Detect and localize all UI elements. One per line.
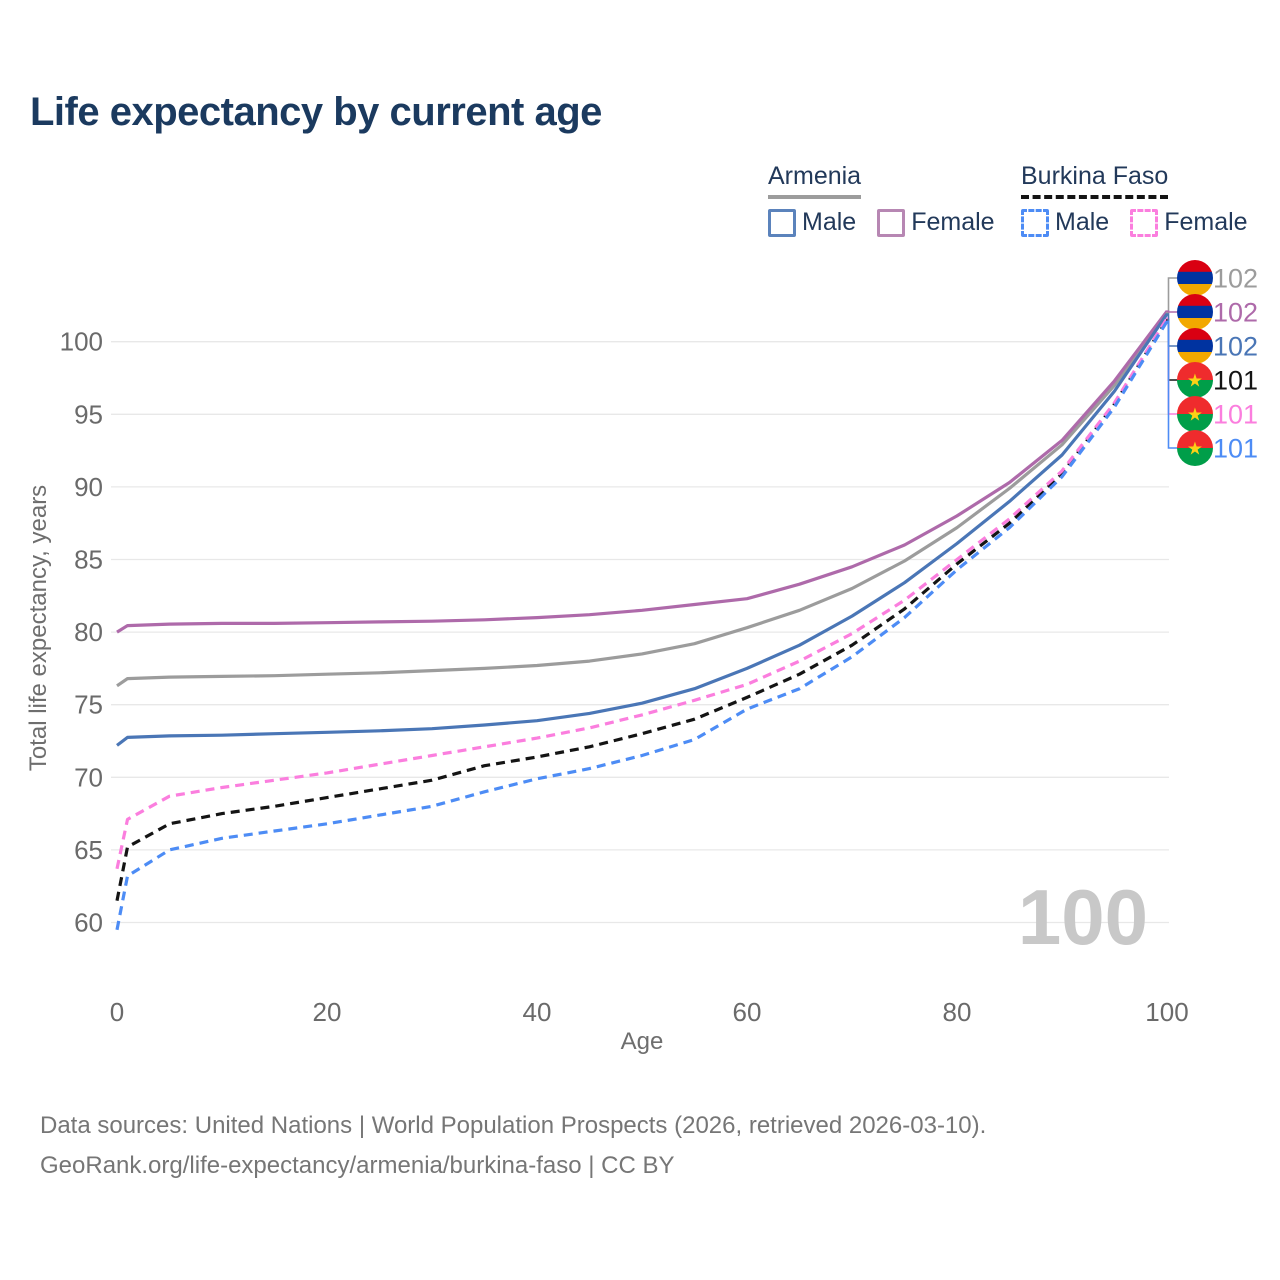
series-line-burkina-faso-total: [115, 319, 1169, 902]
y-tick-80: 80: [74, 617, 103, 647]
legend-item-armenia-female[interactable]: Female: [877, 208, 995, 237]
series-line-armenia-male: [116, 313, 1169, 747]
flag-armenia-icon: [1177, 328, 1213, 364]
footer: Data sources: United Nations | World Pop…: [40, 1106, 986, 1186]
series-line-burkina-faso-female: [115, 317, 1169, 870]
legend-group-armenia: Armenia Male Female: [768, 162, 1016, 237]
y-tick-100: 100: [60, 327, 103, 357]
end-label-armenia-female: 102: [1213, 298, 1258, 328]
flag-armenia-icon: [1177, 294, 1213, 330]
star-icon: ★: [1187, 405, 1203, 425]
end-label-armenia-male: 102: [1213, 332, 1258, 362]
x-tick-60: 60: [733, 997, 762, 1027]
y-tick-85: 85: [74, 545, 103, 575]
attribution-line: GeoRank.org/life-expectancy/armenia/burk…: [40, 1152, 675, 1179]
end-connector-burkina-faso-male: [1166, 320, 1177, 449]
legend: Armenia Male Female Burkina Faso Male: [0, 162, 1280, 242]
armenia-female-swatch-icon: [877, 208, 906, 237]
x-tick-80: 80: [943, 997, 972, 1027]
burkina-faso-male-swatch-icon: [1021, 208, 1049, 237]
burkina-faso-female-swatch-icon: [1130, 208, 1159, 237]
star-icon: ★: [1187, 371, 1203, 391]
end-connector-armenia-total: [1166, 277, 1177, 314]
legend-item-burkina-faso-female[interactable]: Female: [1130, 208, 1248, 237]
series-line-armenia-female: [116, 310, 1169, 634]
end-connector-armenia-female: [1166, 310, 1177, 313]
legend-country-armenia: Armenia: [768, 162, 862, 199]
legend-item-burkina-faso-male[interactable]: Male: [1021, 208, 1109, 237]
legend-item-armenia-male[interactable]: Male: [768, 208, 856, 237]
end-label-burkina-faso-female: 101: [1213, 400, 1258, 430]
flag-armenia-icon: [1177, 260, 1213, 296]
series-line-armenia-total: [116, 311, 1169, 688]
end-connector-burkina-faso-female: [1166, 317, 1177, 415]
end-label-burkina-faso-male: 101: [1213, 434, 1258, 464]
y-tick-60: 60: [74, 908, 103, 938]
y-tick-90: 90: [74, 472, 103, 502]
flag-burkina-faso-icon: ★: [1177, 430, 1213, 466]
y-axis-title: Total life expectancy, years: [25, 485, 52, 771]
series-line-burkina-faso-male: [115, 320, 1169, 931]
page-title: Life expectancy by current age: [30, 90, 602, 134]
x-axis-title: Age: [621, 1028, 664, 1055]
x-tick-20: 20: [313, 997, 342, 1027]
end-label-burkina-faso-total: 101: [1213, 366, 1258, 396]
flag-burkina-faso-icon: ★: [1177, 362, 1213, 398]
x-tick-40: 40: [523, 997, 552, 1027]
y-tick-65: 65: [74, 835, 103, 865]
x-tick-100: 100: [1145, 997, 1188, 1027]
y-tick-75: 75: [74, 690, 103, 720]
end-connector-burkina-faso-total: [1166, 319, 1177, 381]
legend-country-burkina-faso: Burkina Faso: [1021, 162, 1169, 199]
y-tick-70: 70: [74, 762, 103, 792]
star-icon: ★: [1187, 439, 1203, 459]
x-tick-0: 0: [110, 997, 124, 1027]
legend-group-burkina-faso: Burkina Faso Male Female: [1021, 162, 1269, 237]
y-tick-95: 95: [74, 399, 103, 429]
flag-burkina-faso-icon: ★: [1177, 396, 1213, 432]
armenia-male-swatch-icon: [768, 208, 796, 237]
data-sources-line: Data sources: United Nations | World Pop…: [40, 1112, 987, 1139]
end-label-armenia-total: 102: [1213, 264, 1258, 294]
age-watermark: 100: [1018, 873, 1148, 961]
